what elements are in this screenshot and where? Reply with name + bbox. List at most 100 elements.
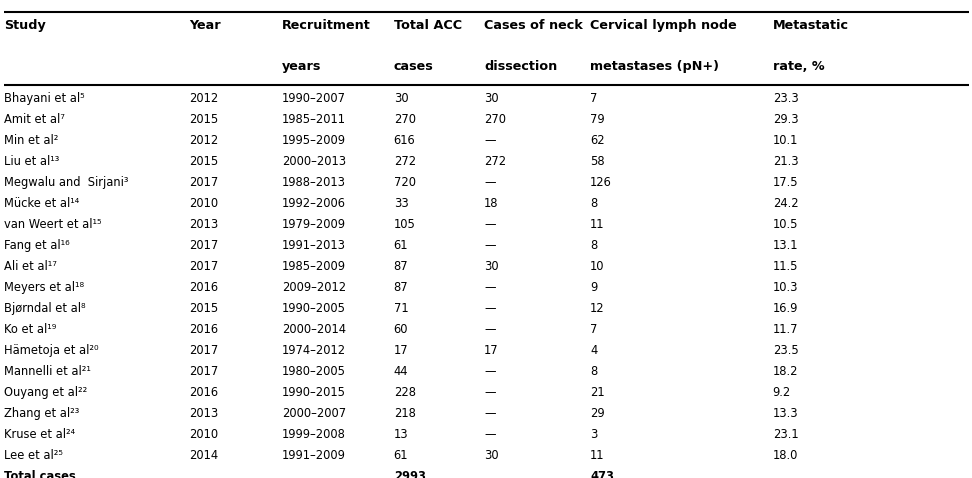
Text: Total ACC: Total ACC [394, 19, 462, 32]
Text: 9.2: 9.2 [773, 386, 791, 399]
Text: 720: 720 [394, 176, 416, 189]
Text: 12: 12 [590, 302, 605, 315]
Text: Bhayani et al⁵: Bhayani et al⁵ [4, 92, 85, 105]
Text: Bjørndal et al⁸: Bjørndal et al⁸ [4, 302, 86, 315]
Text: 1995–2009: 1995–2009 [282, 134, 346, 147]
Text: 24.2: 24.2 [773, 197, 798, 210]
Text: Total cases: Total cases [4, 470, 76, 478]
Text: rate, %: rate, % [773, 60, 824, 73]
Text: 270: 270 [394, 113, 416, 126]
Text: —: — [484, 218, 496, 231]
Text: 2015: 2015 [190, 155, 219, 168]
Text: 8: 8 [590, 365, 597, 378]
Text: Hämetoja et al²⁰: Hämetoja et al²⁰ [4, 344, 98, 357]
Text: —: — [484, 365, 496, 378]
Text: years: years [282, 60, 322, 73]
Text: Mannelli et al²¹: Mannelli et al²¹ [4, 365, 90, 378]
Text: 13.1: 13.1 [773, 239, 798, 252]
Text: 23.5: 23.5 [773, 344, 798, 357]
Text: Metastatic: Metastatic [773, 19, 849, 32]
Text: metastases (pN+): metastases (pN+) [590, 60, 719, 73]
Text: 1985–2011: 1985–2011 [282, 113, 346, 126]
Text: 17.5: 17.5 [773, 176, 798, 189]
Text: 23.1: 23.1 [773, 428, 798, 441]
Text: 2013: 2013 [190, 407, 219, 420]
Text: 11.5: 11.5 [773, 260, 798, 273]
Text: 2017: 2017 [190, 344, 219, 357]
Text: 2014: 2014 [190, 449, 219, 462]
Text: 87: 87 [394, 281, 408, 294]
Text: 17: 17 [394, 344, 408, 357]
Text: —: — [484, 134, 496, 147]
Text: 272: 272 [484, 155, 506, 168]
Text: Megwalu and  Sirjani³: Megwalu and Sirjani³ [4, 176, 128, 189]
Text: 33: 33 [394, 197, 408, 210]
Text: van Weert et al¹⁵: van Weert et al¹⁵ [4, 218, 101, 231]
Text: 1991–2009: 1991–2009 [282, 449, 346, 462]
Text: 21: 21 [590, 386, 605, 399]
Text: 62: 62 [590, 134, 605, 147]
Text: 1990–2005: 1990–2005 [282, 302, 346, 315]
Text: 17: 17 [484, 344, 499, 357]
Text: 7: 7 [590, 92, 598, 105]
Text: Fang et al¹⁶: Fang et al¹⁶ [4, 239, 70, 252]
Text: 270: 270 [484, 113, 506, 126]
Text: 126: 126 [590, 176, 612, 189]
Text: 1974–2012: 1974–2012 [282, 344, 346, 357]
Text: —: — [484, 239, 496, 252]
Text: 272: 272 [394, 155, 416, 168]
Text: 1992–2006: 1992–2006 [282, 197, 346, 210]
Text: Study: Study [4, 19, 46, 32]
Text: —: — [484, 176, 496, 189]
Text: 2009–2012: 2009–2012 [282, 281, 346, 294]
Text: Lee et al²⁵: Lee et al²⁵ [4, 449, 63, 462]
Text: Zhang et al²³: Zhang et al²³ [4, 407, 80, 420]
Text: Recruitment: Recruitment [282, 19, 370, 32]
Text: 18.0: 18.0 [773, 449, 798, 462]
Text: 10.1: 10.1 [773, 134, 798, 147]
Text: 2017: 2017 [190, 176, 219, 189]
Text: 9: 9 [590, 281, 597, 294]
Text: 473: 473 [590, 470, 614, 478]
Text: 2016: 2016 [190, 386, 219, 399]
Text: 30: 30 [394, 92, 408, 105]
Text: cases: cases [394, 60, 434, 73]
Text: 11: 11 [590, 449, 605, 462]
Text: —: — [484, 428, 496, 441]
Text: 2015: 2015 [190, 302, 219, 315]
Text: Cases of neck: Cases of neck [484, 19, 583, 32]
Text: 2012: 2012 [190, 92, 219, 105]
Text: Mücke et al¹⁴: Mücke et al¹⁴ [4, 197, 79, 210]
Text: 7: 7 [590, 323, 598, 336]
Text: 79: 79 [590, 113, 605, 126]
Text: 1988–2013: 1988–2013 [282, 176, 346, 189]
Text: 71: 71 [394, 302, 408, 315]
Text: —: — [484, 407, 496, 420]
Text: 18: 18 [484, 197, 499, 210]
Text: Meyers et al¹⁸: Meyers et al¹⁸ [4, 281, 84, 294]
Text: Min et al²: Min et al² [4, 134, 58, 147]
Text: 21.3: 21.3 [773, 155, 798, 168]
Text: 60: 60 [394, 323, 408, 336]
Text: 3: 3 [590, 428, 598, 441]
Text: 13.3: 13.3 [773, 407, 798, 420]
Text: 1990–2007: 1990–2007 [282, 92, 346, 105]
Text: 10: 10 [590, 260, 605, 273]
Text: 87: 87 [394, 260, 408, 273]
Text: Ouyang et al²²: Ouyang et al²² [4, 386, 87, 399]
Text: 2016: 2016 [190, 323, 219, 336]
Text: 16.9: 16.9 [773, 302, 798, 315]
Text: 30: 30 [484, 92, 499, 105]
Text: 2010: 2010 [190, 428, 219, 441]
Text: 228: 228 [394, 386, 416, 399]
Text: Liu et al¹³: Liu et al¹³ [4, 155, 59, 168]
Text: 23.3: 23.3 [773, 92, 798, 105]
Text: 2013: 2013 [190, 218, 219, 231]
Text: Ali et al¹⁷: Ali et al¹⁷ [4, 260, 56, 273]
Text: 61: 61 [394, 239, 408, 252]
Text: 2012: 2012 [190, 134, 219, 147]
Text: 616: 616 [394, 134, 415, 147]
Text: Cervical lymph node: Cervical lymph node [590, 19, 737, 32]
Text: 1979–2009: 1979–2009 [282, 218, 346, 231]
Text: 18.2: 18.2 [773, 365, 798, 378]
